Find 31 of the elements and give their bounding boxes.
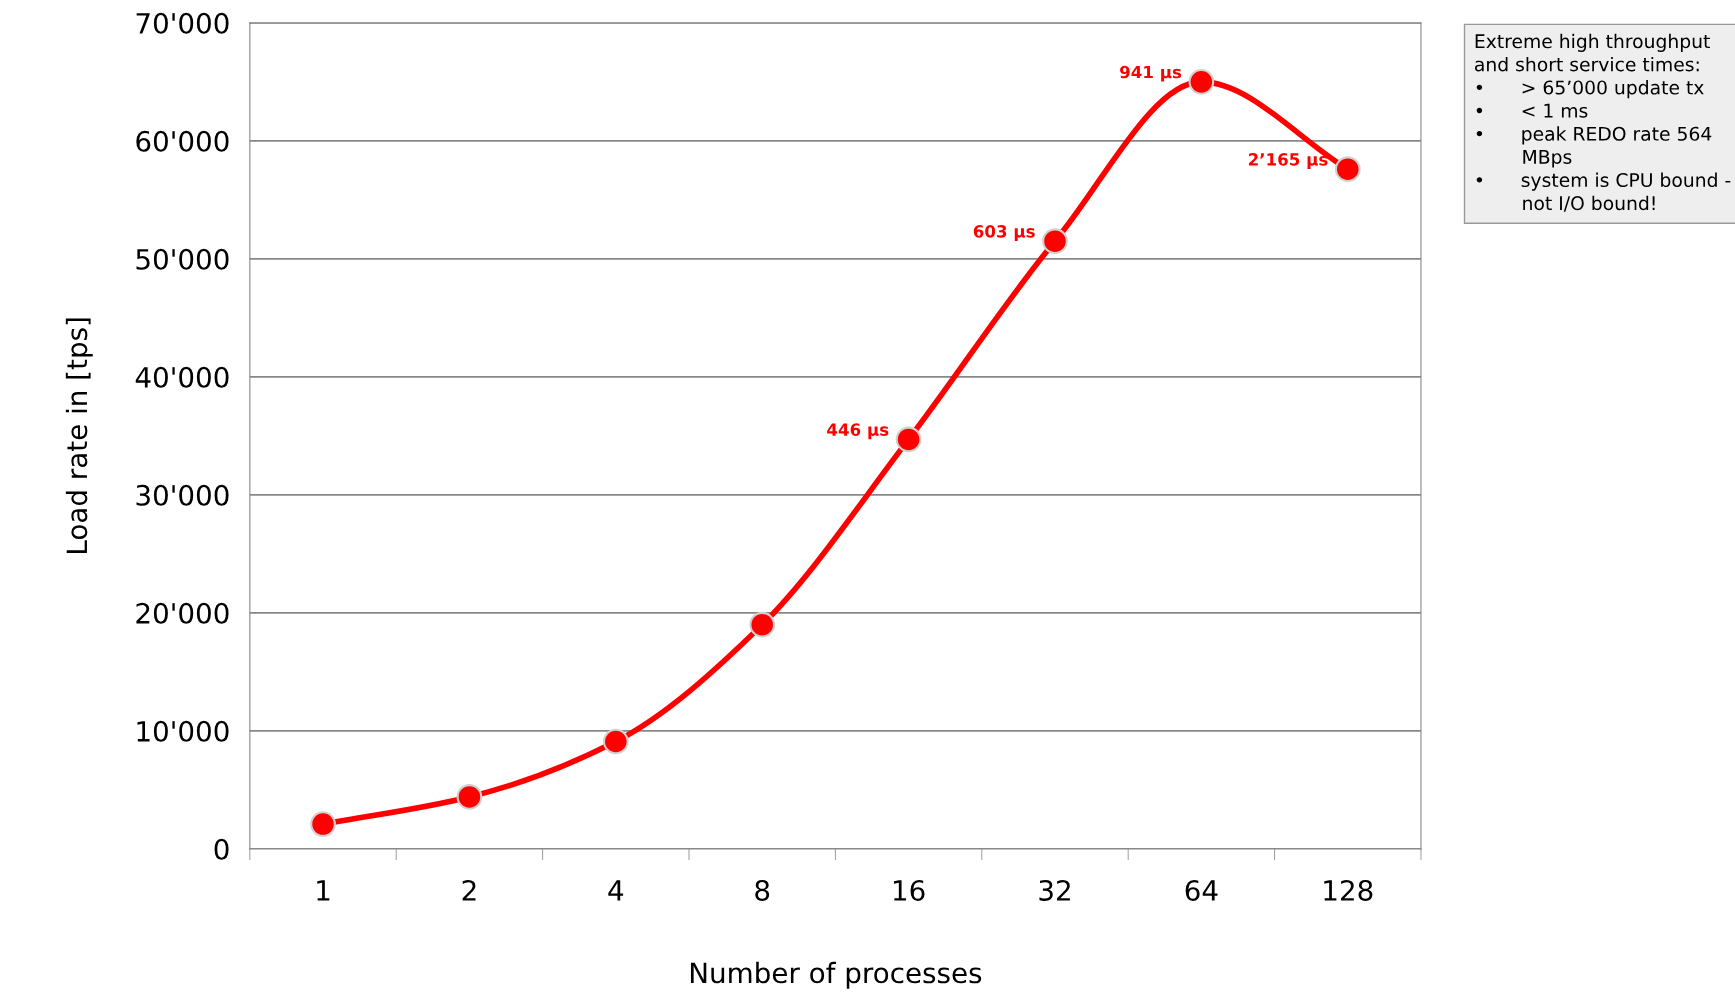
annotation: 2’165 µs	[1248, 153, 1328, 169]
text: Extreme high throughput and short service times: • > 65’000 update tx • < 1 ms • peak REDO rate 564 MBps • system is CPU bound - not I/O bound!	[1475, 33, 1731, 212]
y-tick-label: 50'000	[136, 248, 229, 270]
y-axis-title: Load rate in [tps]	[65, 318, 93, 553]
point	[749, 611, 776, 638]
point	[310, 811, 336, 837]
point	[602, 728, 629, 755]
y-tick-label: 0	[214, 838, 229, 860]
annotation: 941 µs	[1120, 65, 1182, 82]
annotation: 603 µs	[973, 225, 1035, 241]
x-tick-label: 4	[608, 880, 624, 901]
point	[1334, 156, 1361, 183]
x-tick-label: 16	[893, 879, 925, 901]
y-tick-label: 60'000	[136, 130, 229, 152]
point	[1188, 69, 1215, 95]
x-tick-label: 32	[1039, 879, 1070, 901]
x-tick-label: 2	[462, 879, 476, 901]
x-tick-label: 128	[1324, 879, 1373, 901]
point	[456, 784, 483, 810]
y-tick-label: 70'000	[136, 12, 229, 34]
x-tick-label: 8	[755, 879, 770, 901]
point	[1042, 228, 1068, 255]
x-axis-title: Number of processes	[690, 961, 982, 989]
y-tick-label: 10'000	[137, 720, 229, 742]
x-tick-label: 64	[1185, 879, 1218, 901]
y-tick-label: 30'000	[136, 484, 229, 506]
y-tick-label: 40'000	[135, 366, 229, 388]
x-tick-label: 1	[317, 880, 330, 901]
annotation: 446 µs	[827, 423, 889, 440]
y-tick-label: 20'000	[136, 602, 229, 624]
point	[895, 426, 922, 453]
